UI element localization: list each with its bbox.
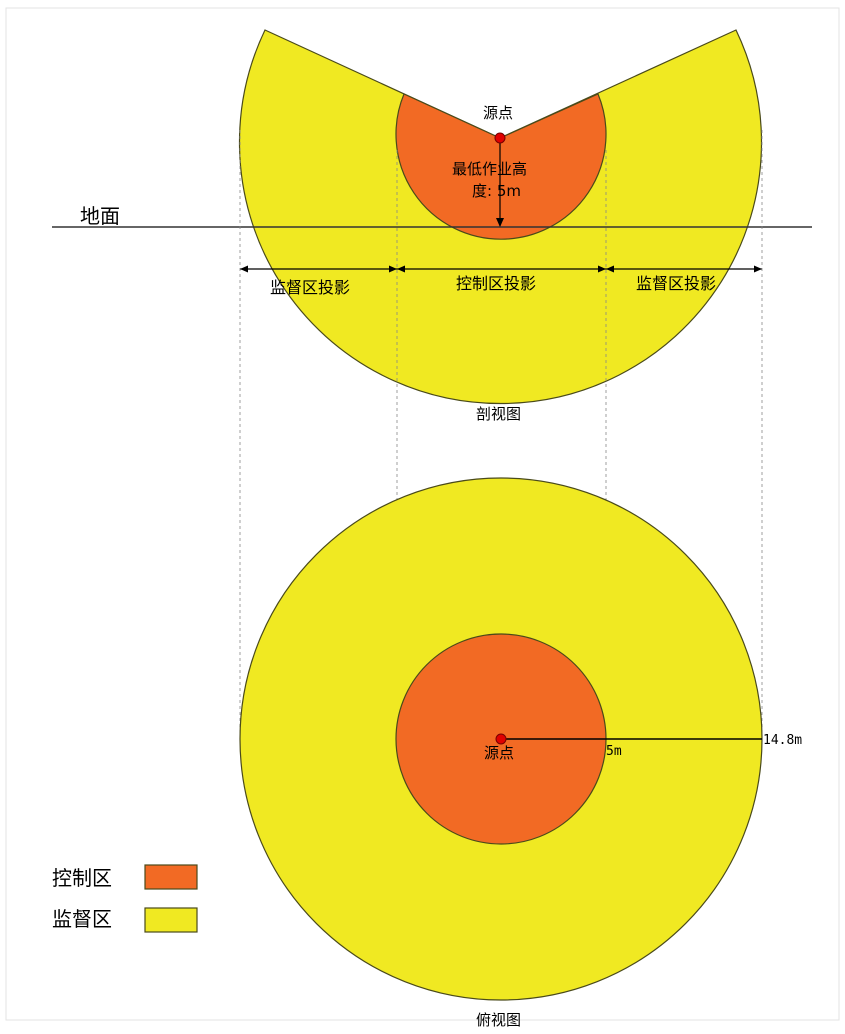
source-point-section (494, 132, 506, 144)
legend-label-control-zone: 控制区 (52, 866, 112, 890)
section-view: 地面 源点 最低作业高 度: 5m 监督区投影 控制区投影 监督区投影 剖视图 (52, 29, 812, 423)
legend-swatch-supervision-zone (144, 907, 198, 933)
height-label-line1: 最低作业高 (452, 160, 527, 178)
section-view-caption: 剖视图 (476, 405, 521, 423)
arrow-left-inner-b (397, 265, 405, 273)
top-view: 源点 5m 14.8m 俯视图 (239, 477, 802, 1029)
supervision-radius-label: 14.8m (763, 733, 802, 748)
arrow-left-inner-a (389, 265, 397, 273)
diagram-border (5, 7, 840, 1021)
ground-label: 地面 (80, 204, 120, 228)
left-projection-label: 监督区投影 (270, 278, 350, 297)
legend-label-supervision-zone: 监督区 (52, 907, 112, 931)
arrow-right-inner-a (598, 265, 606, 273)
arrow-right-inner-b (606, 265, 614, 273)
source-label-top: 源点 (484, 744, 514, 762)
arrow-left-outer (240, 265, 248, 273)
control-radius-label: 5m (606, 744, 622, 759)
height-arrow-head (496, 218, 504, 227)
center-projection-label: 控制区投影 (456, 274, 536, 293)
legend: 控制区 监督区 (52, 864, 198, 933)
top-view-caption: 俯视图 (476, 1011, 521, 1029)
arrow-right-outer (754, 265, 762, 273)
right-projection-label: 监督区投影 (636, 274, 716, 293)
source-label-section: 源点 (483, 104, 513, 122)
source-point-top (495, 733, 507, 745)
height-label-line2: 度: 5m (472, 182, 521, 200)
legend-swatch-control-zone (144, 864, 198, 890)
